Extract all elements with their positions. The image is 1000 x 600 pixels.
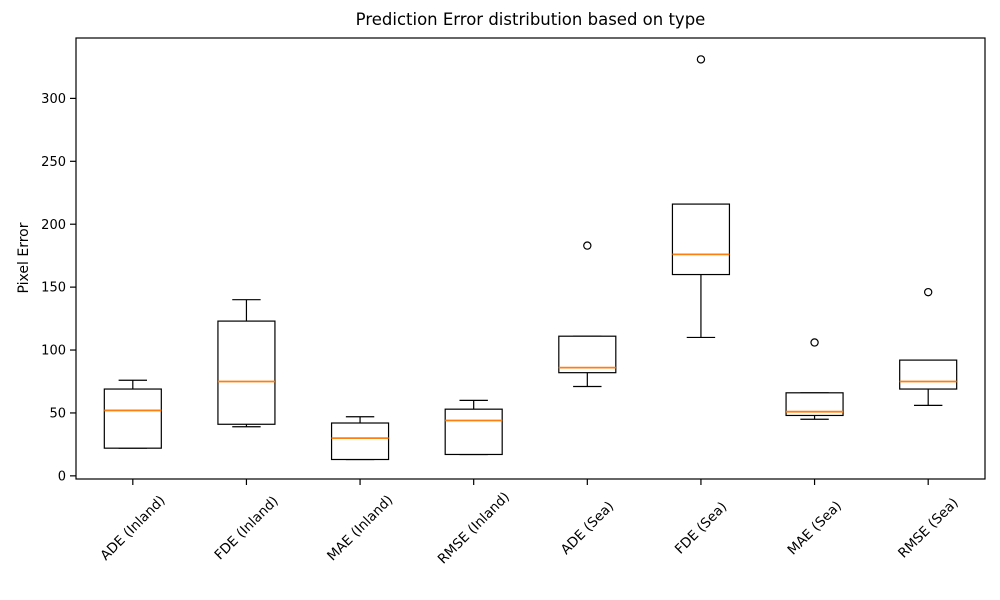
x-tick-label: ADE (Inland) <box>97 493 168 564</box>
y-tick-label: 200 <box>41 218 66 233</box>
box-rect <box>103 388 162 449</box>
x-tick-label: MAE (Inland) <box>324 492 396 564</box>
box-rect <box>558 335 617 374</box>
outlier-marker <box>583 241 592 250</box>
y-tick-label: 100 <box>41 344 66 359</box>
y-tick-label: 250 <box>41 155 66 170</box>
box-rect <box>444 408 503 456</box>
x-tick-label: FDE (Sea) <box>672 499 730 557</box>
y-tick-label: 50 <box>49 406 66 421</box>
y-tick-label: 150 <box>41 281 66 296</box>
outlier-marker <box>696 55 706 64</box>
box-rect <box>217 320 276 425</box>
box-rect <box>330 422 390 461</box>
x-tick-label: FDE (Inland) <box>212 493 282 563</box>
chart-title: Prediction Error distribution based on t… <box>355 10 706 29</box>
x-tick-label: ADE (Sea) <box>558 498 617 557</box>
box-rect <box>671 203 731 276</box>
outlier-marker <box>923 287 933 297</box>
box-rect <box>899 359 958 390</box>
y-tick-label: 0 <box>58 469 66 484</box>
y-tick-label: 300 <box>41 92 66 107</box>
box-rect <box>785 392 844 417</box>
x-tick-label: RMSE (Sea) <box>895 495 962 562</box>
x-tick-label: MAE (Sea) <box>785 498 845 558</box>
x-tick-label: RMSE (Inland) <box>435 489 513 567</box>
axes-frame <box>75 37 986 480</box>
outlier-marker <box>810 338 819 347</box>
